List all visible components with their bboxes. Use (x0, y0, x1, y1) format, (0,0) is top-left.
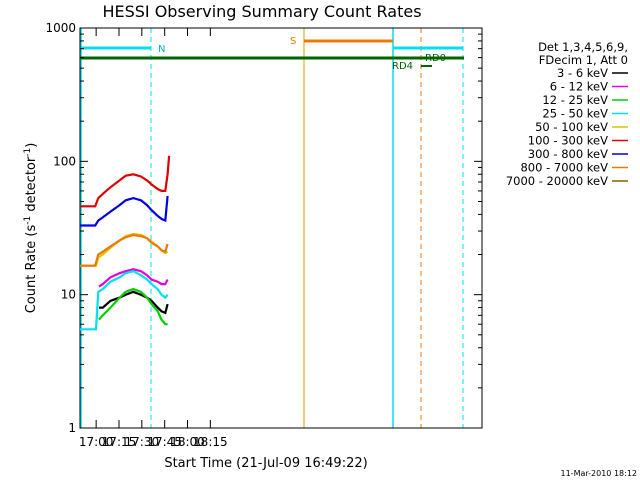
series-line-5 (80, 155, 171, 208)
x-tick-label-5: 18:15 (193, 435, 228, 449)
x-tick-label-3: 17:45 (147, 435, 182, 449)
annotation-rd4: RD4 (392, 61, 413, 72)
y-label-mid: detector (24, 156, 39, 216)
decimation-markers (80, 28, 464, 428)
timestamp: 11-Mar-2010 18:12 (561, 469, 638, 478)
x-tick-label-1: 17:15 (102, 435, 137, 449)
state-bars: N S RD0 RD4 (80, 36, 464, 72)
y-tick-label-2: 100 (53, 154, 76, 168)
legend-label-2: 12 - 25 keV (542, 93, 608, 107)
y-tick-label-3: 1000 (45, 21, 76, 35)
legend-label-4: 50 - 100 keV (535, 120, 608, 134)
legend-label-1: 6 - 12 keV (550, 80, 608, 94)
annotation-n: N (158, 44, 165, 55)
x-tick-label-2: 17:30 (125, 435, 160, 449)
legend-label-5: 100 - 300 keV (528, 134, 608, 148)
x-axis-label: Start Time (21-Jul-09 16:49:22) (164, 456, 367, 471)
legend-label-7: 800 - 7000 keV (520, 161, 608, 175)
series-layer (80, 155, 171, 331)
series-line-3 (80, 270, 169, 331)
legend-label-8: 7000 - 20000 keV (506, 174, 608, 188)
y-axis-label: Count Rate (s-1 detector-1) (23, 143, 39, 314)
annotation-s: S (290, 36, 296, 47)
y-label-sup1: -1 (23, 216, 33, 225)
legend-header-0: Det 1,3,4,5,6,9, (538, 40, 628, 54)
legend-label-3: 25 - 50 keV (542, 107, 608, 121)
x-tick-label-0: 17:00 (79, 435, 114, 449)
legend-header-1: FDecim 1, Att 0 (539, 53, 628, 67)
y-tick-label-0: 1 (68, 421, 76, 435)
series-line-6 (80, 195, 169, 227)
y-label-suffix: ) (24, 143, 39, 148)
series-line-2 (98, 287, 168, 326)
y-tick-label-1: 10 (61, 288, 76, 302)
plot-area (79, 27, 483, 429)
series-line-0 (99, 290, 169, 315)
y-label-prefix: Count Rate (s (24, 225, 39, 314)
annotation-rd0: RD0 (425, 53, 446, 64)
legend-label-0: 3 - 6 keV (557, 66, 608, 80)
chart-title: HESSI Observing Summary Count Rates (102, 2, 421, 21)
x-tick-label-4: 18:00 (170, 435, 205, 449)
series-line-7 (80, 233, 169, 267)
legend-label-6: 300 - 800 keV (528, 147, 608, 161)
series-line-1 (98, 268, 169, 288)
y-label-sup2: -1 (23, 148, 33, 157)
legend: Det 1,3,4,5,6,9,FDecim 1, Att 03 - 6 keV… (506, 40, 628, 188)
